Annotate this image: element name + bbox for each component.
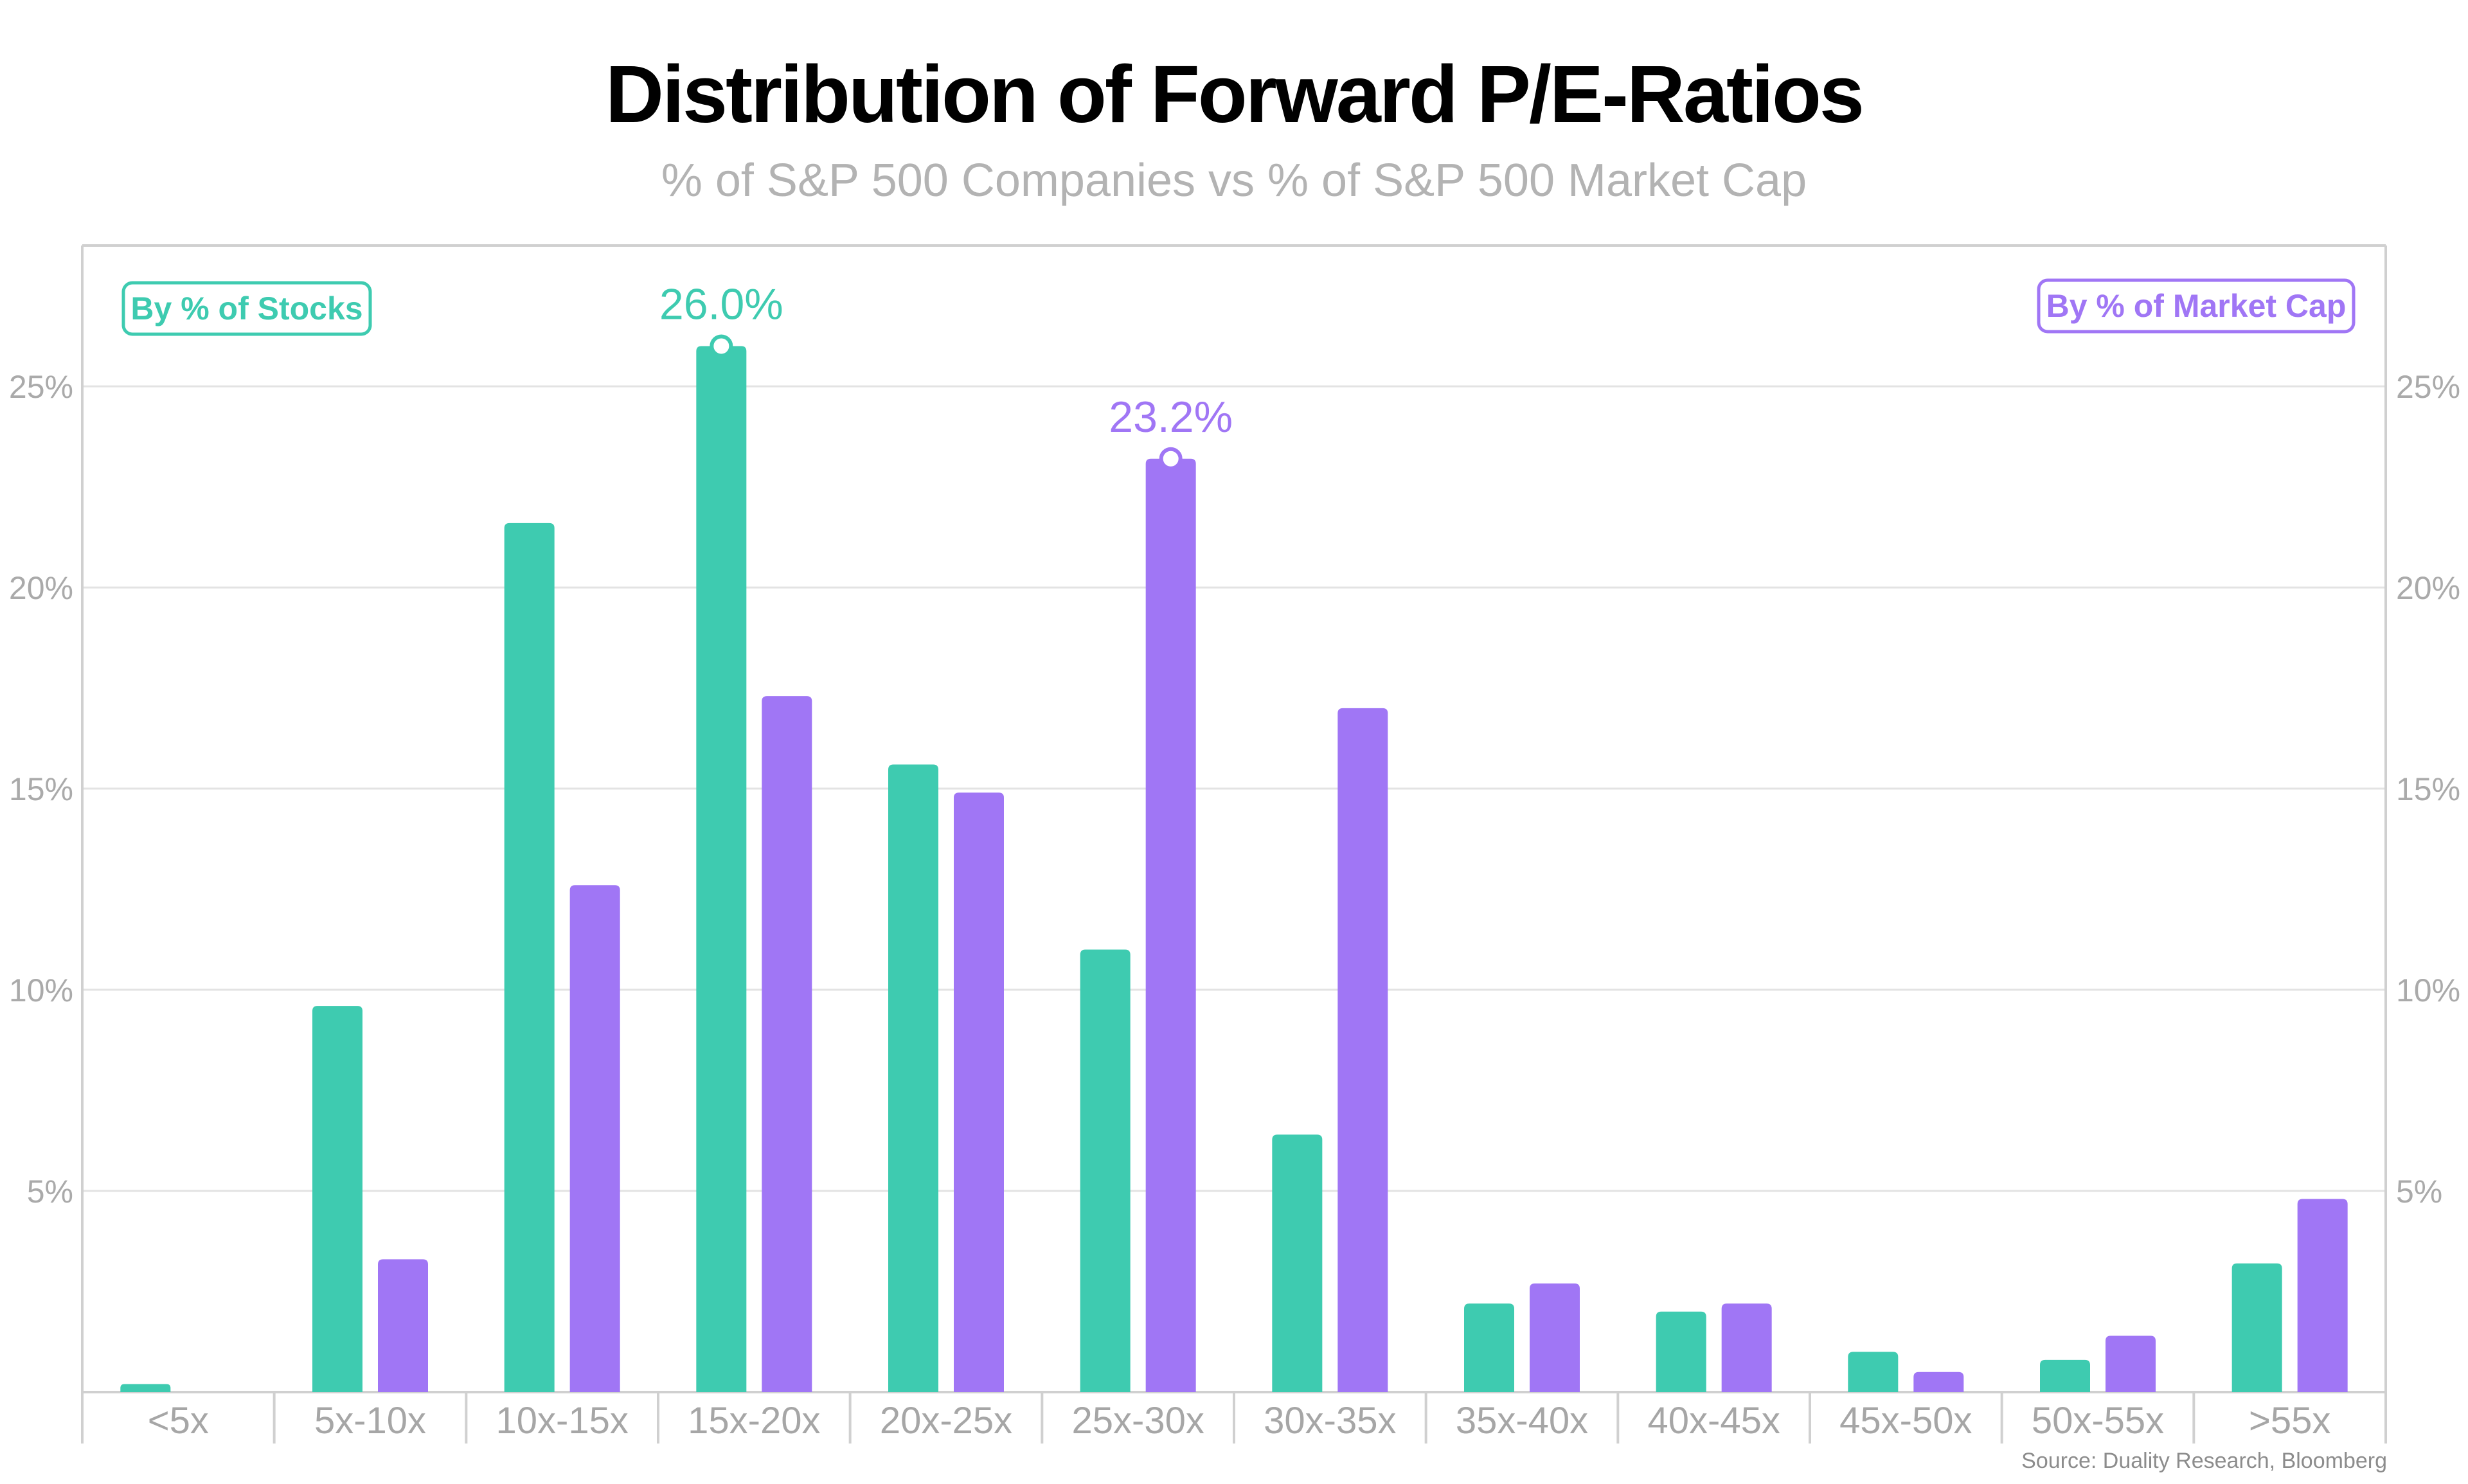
x-tick-label: 45x-50x xyxy=(1839,1400,1972,1442)
bar-stocks xyxy=(312,1006,362,1392)
bar-stocks xyxy=(1272,1134,1323,1392)
y-tick-label-right: 10% xyxy=(2396,972,2460,1008)
x-tick-label: 10x-15x xyxy=(496,1400,628,1442)
legend-market-cap-label: By % of Market Cap xyxy=(2046,288,2347,324)
x-tick-label: 25x-30x xyxy=(1071,1400,1204,1442)
x-tick-label: 5x-10x xyxy=(314,1400,426,1442)
bar-stocks xyxy=(120,1384,171,1392)
y-tick-label-left: 25% xyxy=(9,369,73,405)
y-tick-label-left: 20% xyxy=(9,570,73,606)
x-tick-label: <5x xyxy=(148,1400,209,1442)
legend-market-cap: By % of Market Cap xyxy=(2037,278,2356,334)
bar-market-cap xyxy=(2106,1336,2156,1392)
bar-market-cap xyxy=(954,792,1004,1392)
x-tick-label: 30x-35x xyxy=(1264,1400,1396,1442)
peak-value-label: 23.2% xyxy=(1109,393,1233,442)
bar-stocks xyxy=(888,764,938,1392)
x-tick-label: 20x-25x xyxy=(880,1400,1012,1442)
x-tick-label: >55x xyxy=(2249,1400,2330,1442)
peak-marker xyxy=(1159,447,1183,470)
y-tick-label-right: 20% xyxy=(2396,570,2460,606)
x-tick-label: 15x-20x xyxy=(688,1400,820,1442)
bar-market-cap xyxy=(1721,1303,1772,1392)
y-tick-label-left: 15% xyxy=(9,771,73,807)
bar-market-cap xyxy=(1337,708,1388,1392)
bar-market-cap xyxy=(1145,458,1196,1392)
x-tick-label: 40x-45x xyxy=(1647,1400,1780,1442)
bar-stocks xyxy=(2231,1263,2282,1392)
bar-stocks xyxy=(1080,949,1131,1392)
bar-market-cap xyxy=(569,885,620,1392)
bar-stocks xyxy=(504,523,555,1392)
peak-marker xyxy=(710,334,733,358)
bar-stocks xyxy=(1848,1352,1899,1392)
bar-market-cap xyxy=(1913,1372,1964,1392)
y-tick-label-right: 25% xyxy=(2396,369,2460,405)
x-tick-label: 50x-55x xyxy=(2032,1400,2164,1442)
y-tick-label-right: 5% xyxy=(2396,1174,2442,1210)
legend-stocks-label: By % of Stocks xyxy=(130,291,362,326)
bar-market-cap xyxy=(1530,1283,1580,1392)
legend-stocks: By % of Stocks xyxy=(121,281,372,336)
bar-stocks xyxy=(696,346,747,1392)
peak-value-label: 26.0% xyxy=(659,280,783,328)
legend-market-cap-box xyxy=(2037,278,2356,334)
source-note: Source: Duality Research, Bloomberg xyxy=(2021,1449,2387,1473)
y-tick-label-left: 5% xyxy=(27,1174,73,1210)
chart-title: Distribution of Forward P/E-Ratios xyxy=(605,49,1863,139)
bar-market-cap xyxy=(378,1259,428,1392)
bar-market-cap xyxy=(2297,1199,2348,1392)
bar-stocks xyxy=(1464,1303,1514,1392)
legend-stocks-box xyxy=(121,281,372,336)
bar-stocks xyxy=(1656,1311,1706,1392)
x-tick-label: 35x-40x xyxy=(1456,1400,1588,1442)
bar-market-cap xyxy=(762,696,812,1392)
chart-subtitle: % of S&P 500 Companies vs % of S&P 500 M… xyxy=(661,155,1807,206)
y-tick-label-left: 10% xyxy=(9,972,73,1008)
y-tick-label-right: 15% xyxy=(2396,771,2460,807)
bar-stocks xyxy=(2040,1359,2090,1392)
